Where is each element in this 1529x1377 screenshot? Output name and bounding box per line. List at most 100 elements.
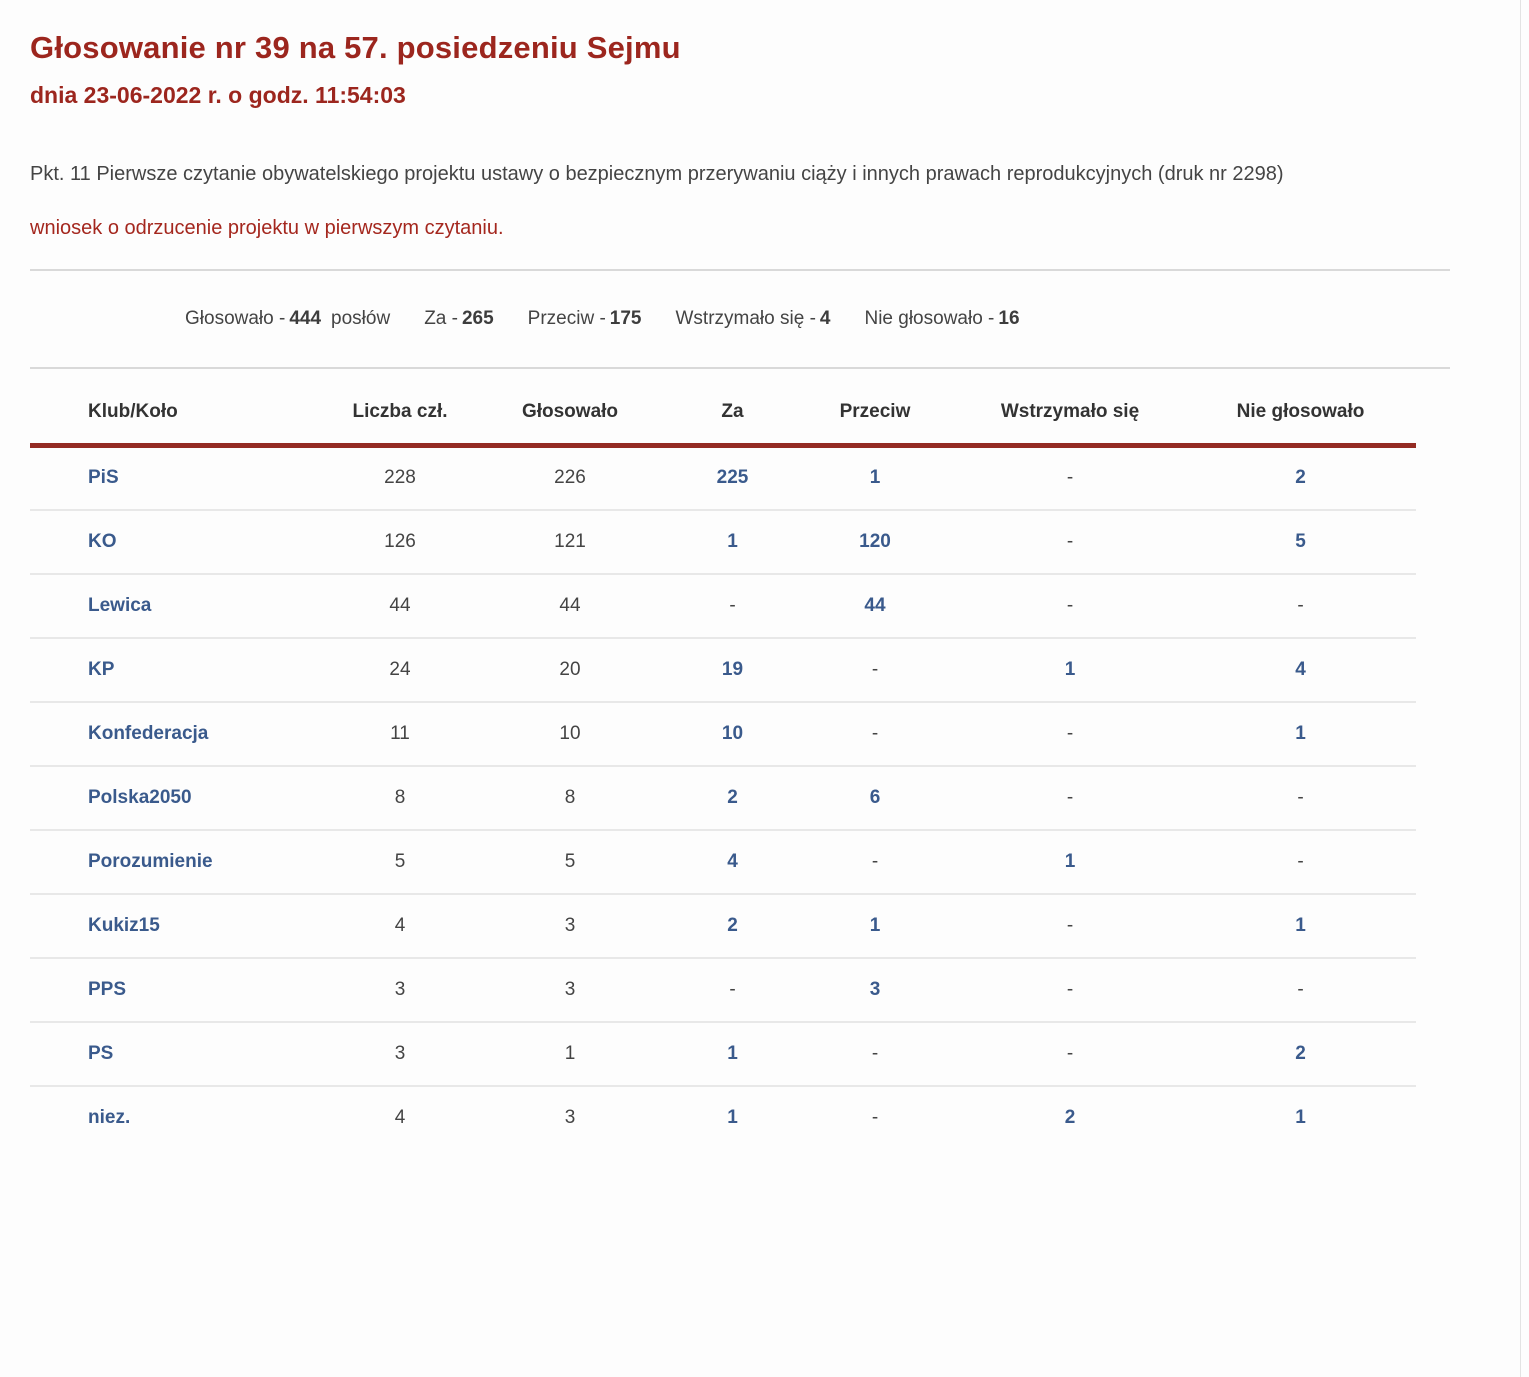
column-header: Głosowało	[521, 401, 619, 422]
table-row: Lewica 44 44 - 44 - -	[30, 574, 1416, 638]
vote-count-link[interactable]: 1	[727, 530, 738, 552]
cell-voted: 10	[559, 722, 581, 744]
cell-members: 3	[394, 978, 406, 1000]
cell-abstained: -	[1066, 722, 1074, 744]
vote-count-link[interactable]: 1	[869, 914, 881, 936]
vote-count-link[interactable]: 1	[1295, 914, 1306, 936]
cell-members: 126	[384, 530, 416, 552]
cell-not-voting: 2	[1185, 1022, 1416, 1086]
cell-members: 44	[389, 594, 411, 616]
cell-not-voting: 1	[1185, 894, 1416, 958]
table-row: PPS 3 3 - 3 - -	[30, 958, 1416, 1022]
party-link[interactable]: Kukiz15	[88, 914, 160, 936]
cell-voted: 44	[559, 594, 581, 616]
vote-count-link[interactable]: 19	[721, 658, 744, 680]
party-link[interactable]: Lewica	[88, 594, 152, 616]
cell-abstained: 1	[955, 830, 1185, 894]
party-link[interactable]: Konfederacja	[88, 722, 209, 744]
vote-count-link[interactable]: 1	[1295, 1107, 1306, 1128]
vote-results-page: Głosowanie nr 39 na 57. posiedzeniu Sejm…	[30, 30, 1450, 1150]
cell-against: -	[871, 658, 879, 680]
cell-voted: 20	[559, 658, 581, 680]
vote-count-link[interactable]: 120	[859, 530, 891, 552]
vote-count-link[interactable]: 1	[1064, 658, 1076, 680]
vote-count-link[interactable]: 10	[721, 722, 744, 744]
vote-count-link[interactable]: 1	[1064, 850, 1076, 872]
vote-count-link[interactable]: 4	[1295, 658, 1306, 680]
summary-label: Nie głosowało -	[864, 308, 995, 329]
vote-count-link[interactable]: 44	[864, 594, 886, 616]
cell-klub: Kukiz15	[30, 894, 330, 958]
vote-count-link[interactable]: 4	[727, 850, 738, 872]
cell-voted: 3	[564, 1107, 576, 1128]
vote-count-link[interactable]: 6	[869, 786, 881, 808]
summary-item: Przeciw -175	[528, 308, 642, 330]
summary-value: 4	[819, 308, 831, 329]
table-row: KO 126 121 1 120 - 5	[30, 510, 1416, 574]
cell-for: 1	[670, 1086, 795, 1150]
cell-voted: 3	[564, 978, 576, 1000]
summary-value: 265	[461, 308, 494, 329]
cell-voted: 8	[564, 786, 576, 808]
table-row: Konfederacja 11 10 10 - - 1	[30, 702, 1416, 766]
table-row: KP 24 20 19 - 1 4	[30, 638, 1416, 702]
cell-against: 3	[795, 958, 955, 1022]
cell-against: 44	[795, 574, 955, 638]
vote-count-link[interactable]: 2	[1295, 1042, 1306, 1064]
vote-count-link[interactable]: 225	[716, 467, 749, 489]
party-link[interactable]: PPS	[88, 978, 127, 1000]
party-link[interactable]: niez.	[88, 1107, 131, 1128]
cell-for: -	[729, 594, 736, 616]
party-link[interactable]: KO	[88, 530, 117, 552]
cell-for: 2	[670, 894, 795, 958]
cell-for: 2	[670, 766, 795, 830]
vote-count-link[interactable]: 2	[1295, 467, 1306, 489]
vote-count-link[interactable]: 2	[727, 914, 738, 936]
cell-members: 24	[389, 658, 411, 680]
vote-count-link[interactable]: 2	[1064, 1107, 1076, 1128]
cell-abstained: -	[1066, 786, 1074, 808]
column-header: Liczba czł.	[352, 401, 448, 422]
summary-item: Nie głosowało -16	[864, 308, 1019, 330]
summary-label: Przeciw -	[527, 308, 606, 329]
vote-count-link[interactable]: 5	[1295, 530, 1306, 552]
cell-not-voting: 1	[1185, 1086, 1416, 1150]
party-link[interactable]: PiS	[88, 467, 119, 489]
party-link[interactable]: KP	[88, 658, 115, 680]
cell-klub: PiS	[30, 446, 330, 510]
summary-label: Wstrzymało się -	[675, 308, 816, 329]
cell-klub: niez.	[30, 1086, 330, 1150]
divider-bottom	[30, 367, 1450, 369]
vote-count-link[interactable]: 1	[869, 467, 881, 489]
cell-abstained: -	[1066, 530, 1074, 552]
cell-not-voting: -	[1297, 978, 1304, 1000]
cell-against: -	[871, 1107, 879, 1128]
table-row: Kukiz15 4 3 2 1 - 1	[30, 894, 1416, 958]
party-link[interactable]: PS	[88, 1042, 114, 1064]
cell-not-voting: 5	[1185, 510, 1416, 574]
vote-count-link[interactable]: 1	[727, 1042, 738, 1064]
cell-members: 5	[394, 850, 406, 872]
cell-klub: Lewica	[30, 574, 330, 638]
motion-link[interactable]: wniosek o odrzucenie projektu w pierwszy…	[30, 217, 504, 239]
cell-voted: 1	[564, 1042, 576, 1064]
cell-members: 4	[394, 914, 406, 936]
cell-abstained: -	[1066, 594, 1074, 616]
vote-count-link[interactable]: 3	[869, 978, 881, 1000]
cell-not-voting: 1	[1185, 702, 1416, 766]
column-header: Przeciw	[839, 401, 911, 422]
cell-against: 1	[795, 446, 955, 510]
cell-not-voting: -	[1297, 786, 1304, 808]
cell-voted: 226	[554, 467, 586, 489]
cell-abstained: -	[1066, 467, 1074, 489]
summary-value: 175	[609, 308, 642, 329]
vote-count-link[interactable]: 1	[1295, 722, 1306, 744]
vote-count-link[interactable]: 2	[727, 786, 738, 808]
cell-members: 3	[394, 1042, 406, 1064]
party-link[interactable]: Porozumienie	[88, 850, 213, 872]
table-row: niez. 4 3 1 - 2 1	[30, 1086, 1416, 1150]
cell-against: -	[871, 722, 879, 744]
cell-for: 4	[670, 830, 795, 894]
vote-count-link[interactable]: 1	[727, 1107, 738, 1128]
party-link[interactable]: Polska2050	[88, 786, 192, 808]
